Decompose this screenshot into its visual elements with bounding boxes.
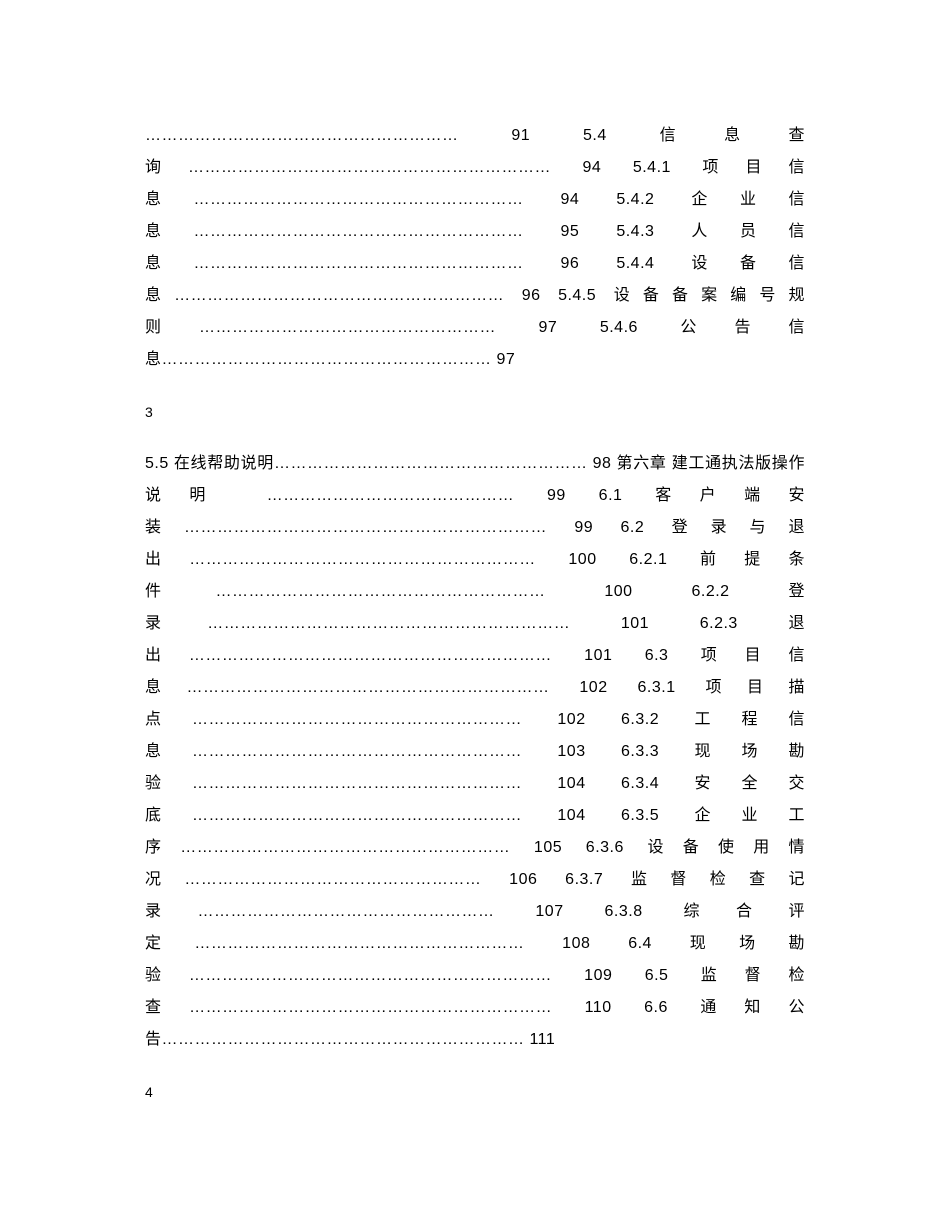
toc-block-2: 5.5 在线帮助说明………………………………………………… 98 第六章 建工通… (145, 448, 805, 1056)
toc-block-1: ………………………………………………… 91 5.4 信息查询………………………… (145, 120, 805, 376)
page-marker-4: 4 (145, 1084, 805, 1100)
page-marker-3: 3 (145, 404, 805, 420)
